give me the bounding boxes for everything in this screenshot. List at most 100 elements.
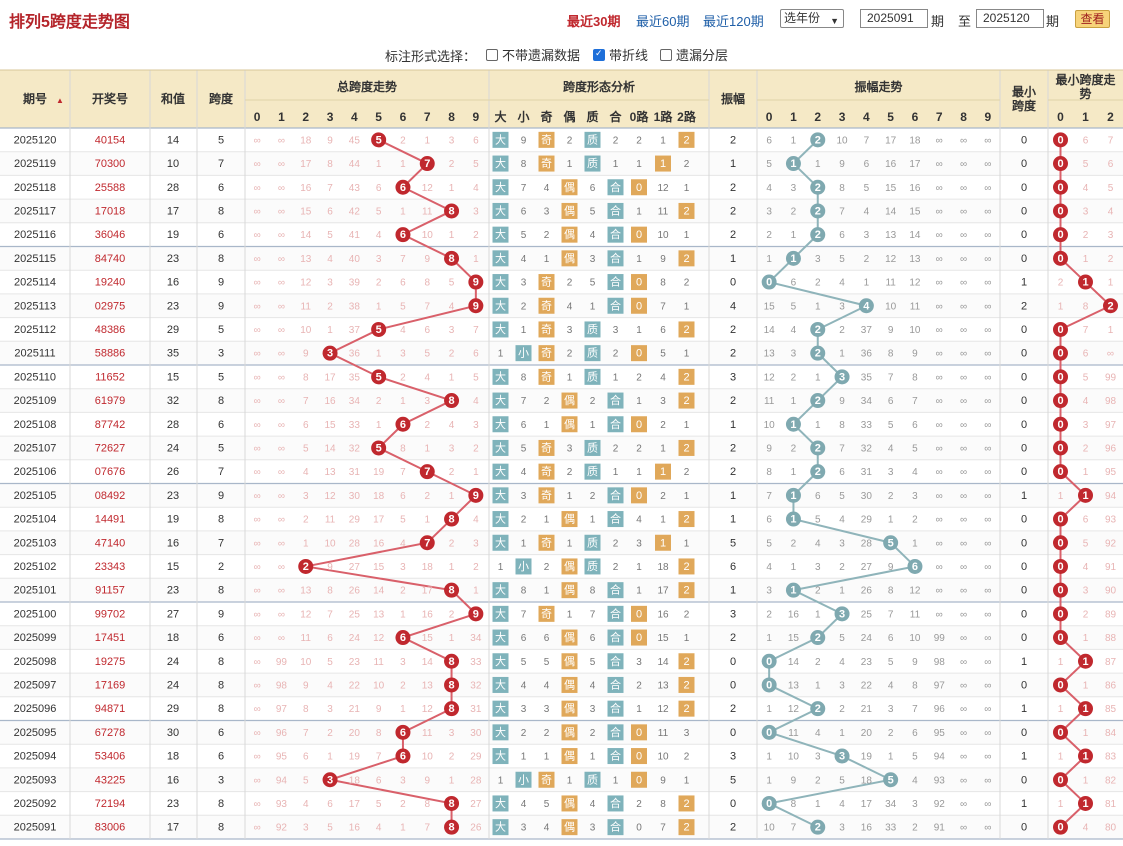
option-with-lines[interactable]: 带折线 <box>593 45 648 64</box>
amp-missing-cell: 1 <box>766 752 772 763</box>
to-period-input[interactable]: 2025120 <box>976 9 1044 28</box>
shape-cell: 7 <box>521 396 527 407</box>
shape-hit-label: 合 <box>610 203 621 217</box>
span-missing-cell: 26 <box>349 586 361 597</box>
span-ball-label: 8 <box>448 656 454 668</box>
span-missing-cell: 12 <box>422 183 434 194</box>
shape-hit-label: 偶 <box>564 560 575 573</box>
amp-missing-cell: ∞ <box>984 230 991 241</box>
span-missing-cell: 98 <box>276 680 288 691</box>
shape-hit-cell <box>607 605 624 622</box>
amp-missing-cell: 97 <box>934 680 946 691</box>
span-missing-cell: ∞ <box>254 704 261 715</box>
amp-digit-header: 4 <box>863 110 870 124</box>
amp-missing-cell: 16 <box>885 159 897 170</box>
span-cell: 8 <box>218 703 224 715</box>
span-missing-cell: 1 <box>400 159 406 170</box>
amp-missing-cell: 8 <box>912 372 918 383</box>
sum-cell: 23 <box>167 253 179 265</box>
shape-hit-label: 2 <box>683 703 689 715</box>
sum-cell: 29 <box>167 324 179 336</box>
shape-cell: 1 <box>498 349 504 360</box>
span-missing-cell: 25 <box>349 609 361 620</box>
shape-cell: 1 <box>684 491 690 502</box>
amp-missing-cell: 6 <box>839 467 845 478</box>
amp-missing-cell: 9 <box>888 562 894 573</box>
issue-cell: 2025112 <box>14 324 56 336</box>
shape-cell: 5 <box>521 443 527 454</box>
checkbox-icon[interactable] <box>486 49 498 61</box>
shape-cell: 4 <box>521 254 527 265</box>
sum-cell: 16 <box>167 774 179 786</box>
issue-cell: 2025094 <box>14 751 57 763</box>
amp-missing-cell: 7 <box>839 443 845 454</box>
amp-missing-cell: ∞ <box>936 609 943 620</box>
span-cell: 7 <box>218 158 224 170</box>
shape-hit-cell <box>492 416 509 433</box>
span-missing-cell: 18 <box>373 491 385 502</box>
shape-col-header: 奇 <box>540 109 552 124</box>
amp-missing-cell: ∞ <box>984 728 991 739</box>
shape-hit-cell <box>561 629 578 646</box>
amp-missing-cell: ∞ <box>960 799 967 810</box>
span-missing-cell: 95 <box>276 752 288 763</box>
span-missing-cell: 1 <box>400 396 406 407</box>
amp-cell: 5 <box>730 537 736 549</box>
span-ball-label: 5 <box>376 324 382 336</box>
amp-missing-cell: 3 <box>839 680 845 691</box>
min-missing-cell: 1 <box>1083 728 1089 739</box>
span-missing-cell: ∞ <box>278 349 285 360</box>
min-digit-header: 1 <box>1082 110 1089 124</box>
issue-cell: 2025119 <box>14 158 56 170</box>
shape-cell: 3 <box>567 325 573 336</box>
trend-digit-header: 4 <box>351 110 358 124</box>
span-missing-cell: 8 <box>327 159 333 170</box>
amp-missing-cell: 3 <box>864 230 870 241</box>
amp-missing-cell: 1 <box>839 728 845 739</box>
amp-cell: 1 <box>730 585 736 597</box>
issue-cell: 2025111 <box>14 348 55 360</box>
shape-col-header: 质 <box>586 109 598 124</box>
option-no-missing[interactable]: 不带遗漏数据 <box>486 45 580 64</box>
year-select[interactable]: 选年份 ▼ <box>780 9 844 28</box>
amp-missing-cell: 22 <box>861 680 873 691</box>
amp-missing-cell: ∞ <box>960 396 967 407</box>
recent-30-link[interactable]: 最近30期 <box>567 14 621 29</box>
shape-hit-cell <box>607 511 624 528</box>
amp-missing-cell: ∞ <box>960 609 967 620</box>
shape-hit-cell <box>607 416 624 433</box>
draw-cell: 11652 <box>95 371 125 383</box>
amp-missing-cell: 5 <box>839 633 845 644</box>
shape-hit-label: 偶 <box>564 655 575 668</box>
span-missing-cell: 15 <box>422 633 434 644</box>
shape-hit-cell <box>607 748 624 765</box>
amp-missing-cell: 2 <box>815 775 821 786</box>
span-cell: 9 <box>218 300 224 312</box>
span-missing-cell: 6 <box>376 775 382 786</box>
checkbox-checked-icon[interactable] <box>593 48 605 61</box>
view-button[interactable]: 查看 <box>1075 10 1110 28</box>
span-missing-cell: 7 <box>327 183 333 194</box>
shape-hit-cell <box>492 605 509 622</box>
span-missing-cell: ∞ <box>278 206 285 217</box>
shape-cell: 14 <box>657 657 669 668</box>
span-missing-cell: 1 <box>327 752 333 763</box>
checkbox-icon[interactable] <box>660 49 672 61</box>
shape-hit-cell <box>631 487 647 504</box>
recent-120-link[interactable]: 最近120期 <box>703 14 764 29</box>
option-text: 遗漏分层 <box>676 48 729 63</box>
span-ball <box>322 772 338 788</box>
shape-hit-label: 2 <box>683 679 689 691</box>
amp-missing-cell: 5 <box>912 752 918 763</box>
shape-cell: 2 <box>521 728 527 739</box>
shape-cell: 4 <box>660 372 666 383</box>
span-missing-cell: 6 <box>400 278 406 289</box>
shape-hit-label: 大 <box>495 203 506 217</box>
recent-60-link[interactable]: 最近60期 <box>636 14 690 29</box>
amp-digit-header: 2 <box>814 110 821 124</box>
from-period-input[interactable]: 2025091 <box>860 9 928 28</box>
shape-cell: 1 <box>613 159 619 170</box>
span-cell: 9 <box>218 277 224 289</box>
option-missing-layers[interactable]: 遗漏分层 <box>660 45 728 64</box>
amp-missing-cell: 5 <box>888 657 894 668</box>
